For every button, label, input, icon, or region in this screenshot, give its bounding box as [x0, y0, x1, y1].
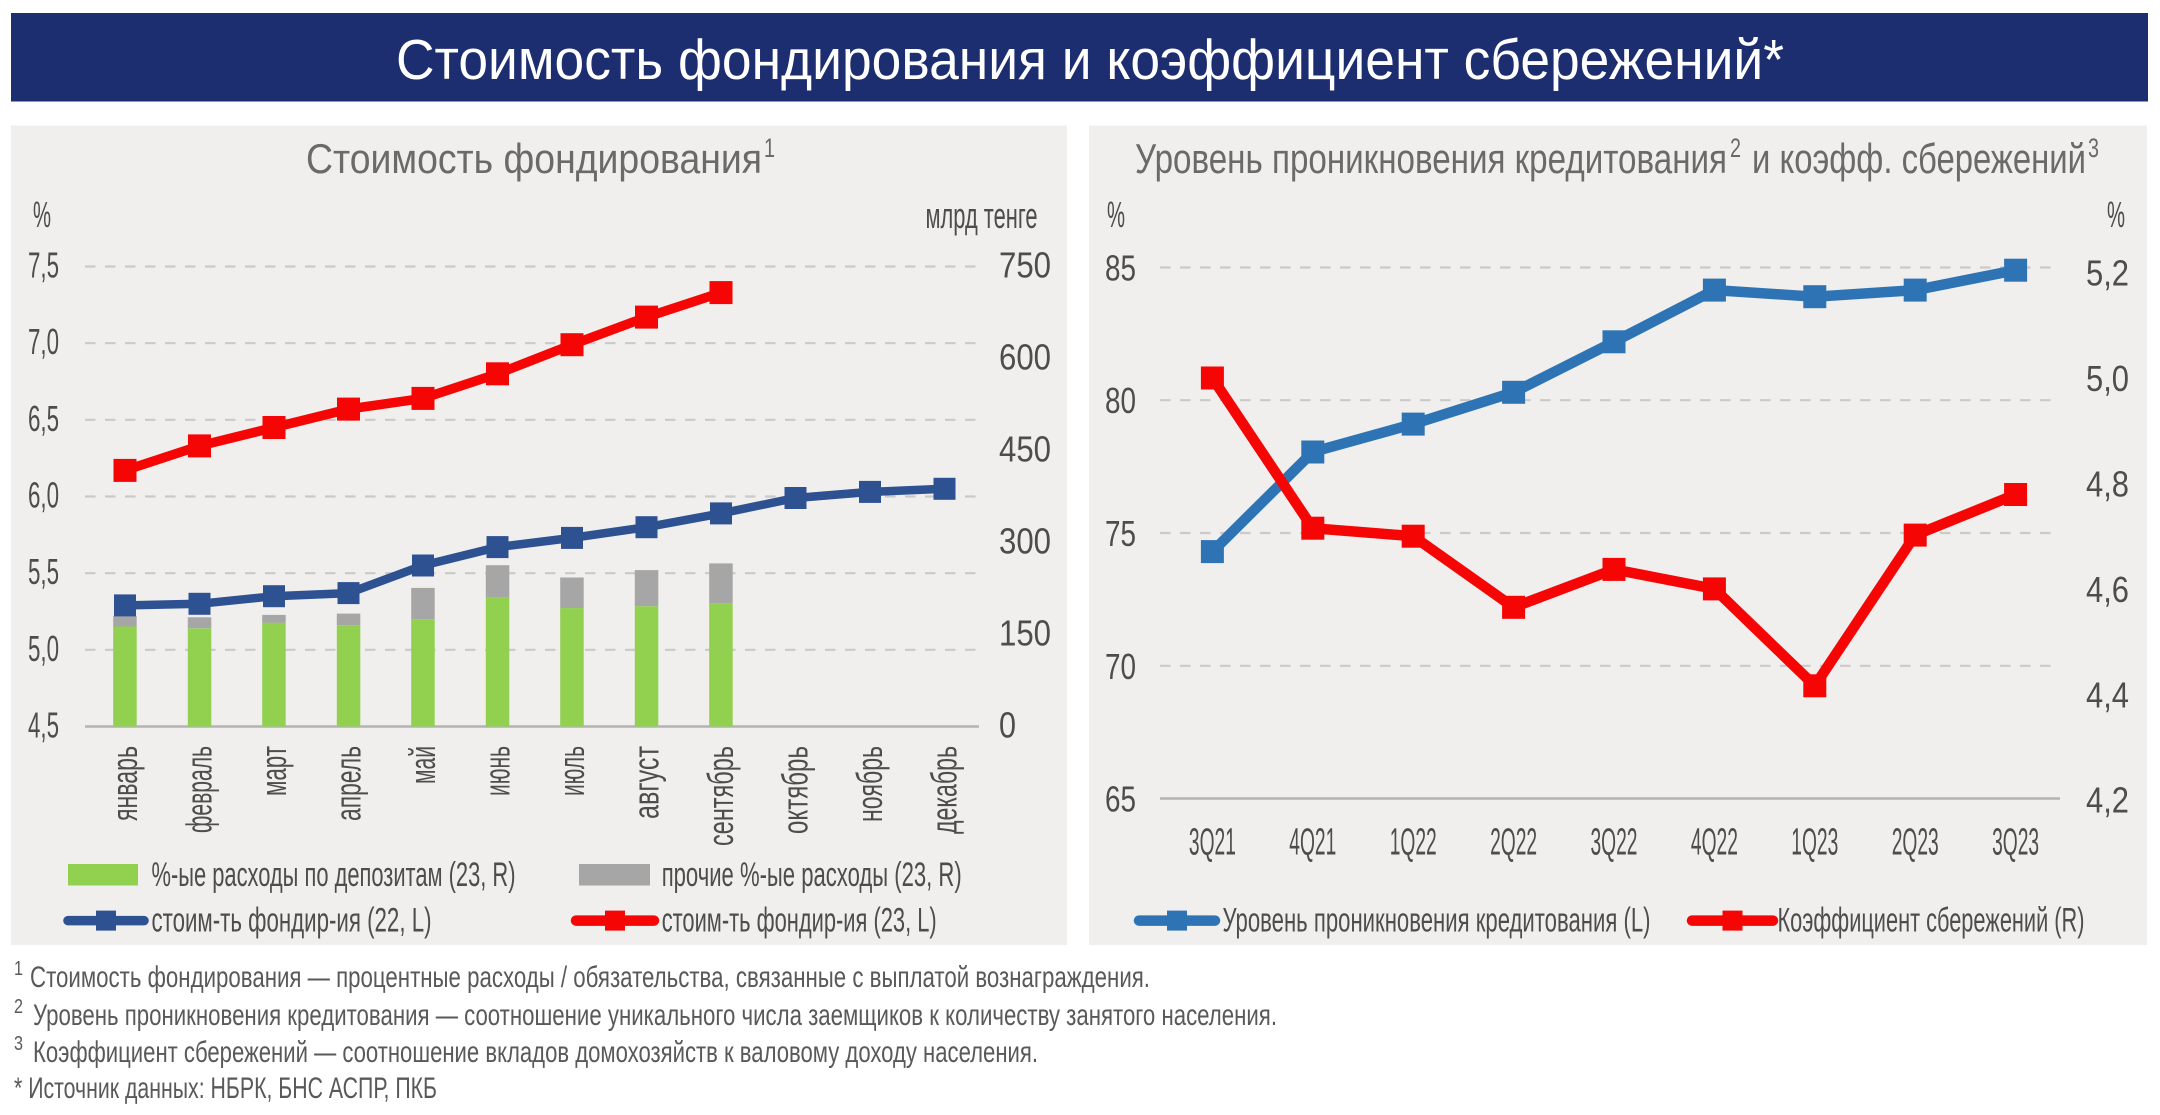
svg-text:март: март	[253, 746, 294, 796]
svg-text:Уровень проникновения кредитов: Уровень проникновения кредитования (L)	[1223, 902, 1651, 940]
svg-text:6,0: 6,0	[28, 475, 59, 516]
svg-text:65: 65	[1105, 779, 1136, 820]
svg-text:сентябрь: сентябрь	[700, 746, 741, 846]
svg-text:7,5: 7,5	[28, 245, 59, 286]
svg-text:6,5: 6,5	[28, 398, 59, 439]
svg-text:450: 450	[999, 429, 1051, 470]
svg-text:Стоимость фондирования — проце: Стоимость фондирования — процентные расх…	[30, 961, 1150, 994]
svg-text:4Q21: 4Q21	[1289, 822, 1336, 864]
svg-text:5,0: 5,0	[28, 628, 59, 669]
svg-text:1: 1	[14, 958, 23, 980]
svg-text:май: май	[402, 746, 443, 784]
svg-text:декабрь: декабрь	[924, 746, 965, 834]
svg-text:январь: январь	[104, 746, 145, 821]
svg-text:ноябрь: ноябрь	[849, 746, 890, 822]
svg-text:600: 600	[999, 337, 1051, 378]
svg-text:5,0: 5,0	[2086, 358, 2129, 399]
svg-text:3Q22: 3Q22	[1591, 822, 1638, 864]
svg-text:Уровень проникновения кредитов: Уровень проникновения кредитования	[1135, 135, 1727, 182]
svg-text:80: 80	[1105, 380, 1136, 421]
svg-text:август: август	[626, 746, 667, 819]
svg-text:4,5: 4,5	[28, 705, 59, 746]
svg-text:октябрь: октябрь	[775, 746, 816, 834]
svg-text:Стоимость фондирования и коэфф: Стоимость фондирования и коэффициент сбе…	[396, 28, 1784, 92]
svg-text:1Q22: 1Q22	[1390, 822, 1437, 864]
svg-text:3: 3	[14, 1033, 23, 1055]
svg-text:5,5: 5,5	[28, 551, 59, 592]
svg-text:3Q21: 3Q21	[1189, 822, 1236, 864]
svg-text:3Q23: 3Q23	[1992, 822, 2039, 864]
svg-text:75: 75	[1105, 513, 1136, 554]
svg-text:февраль: февраль	[179, 746, 220, 833]
svg-text:3: 3	[2088, 133, 2099, 163]
svg-text:7,0: 7,0	[28, 321, 59, 362]
svg-text:стоим-ть фондир-ия (23, L): стоим-ть фондир-ия (23, L)	[662, 902, 937, 940]
svg-text:4,8: 4,8	[2086, 463, 2129, 504]
svg-text:2: 2	[14, 996, 23, 1018]
svg-text:%: %	[33, 194, 51, 235]
svg-text:Стоимость фондирования: Стоимость фондирования	[306, 135, 762, 182]
svg-text:%-ые расходы по депозитам (23,: %-ые расходы по депозитам (23, R)	[152, 856, 516, 894]
svg-text:4Q22: 4Q22	[1691, 822, 1738, 864]
svg-text:4,2: 4,2	[2086, 780, 2129, 821]
svg-text:5,2: 5,2	[2086, 253, 2129, 294]
svg-text:Коэффициент сбережений (R): Коэффициент сбережений (R)	[1778, 902, 2085, 940]
svg-text:4,4: 4,4	[2086, 674, 2129, 715]
svg-text:1Q23: 1Q23	[1791, 822, 1838, 864]
svg-text:стоим-ть фондир-ия (22, L): стоим-ть фондир-ия (22, L)	[152, 902, 432, 940]
svg-text:%: %	[2107, 194, 2125, 235]
svg-text:1: 1	[764, 133, 775, 163]
svg-text:2Q22: 2Q22	[1490, 822, 1537, 864]
svg-text:апрель: апрель	[328, 746, 369, 821]
svg-text:300: 300	[999, 521, 1051, 562]
svg-text:прочие %-ые расходы (23, R): прочие %-ые расходы (23, R)	[662, 856, 962, 894]
svg-text:70: 70	[1105, 646, 1136, 687]
svg-text:июль: июль	[551, 746, 592, 796]
svg-text:июнь: июнь	[477, 746, 518, 796]
svg-text:85: 85	[1105, 248, 1136, 289]
svg-text:0: 0	[999, 705, 1016, 746]
svg-text:Уровень проникновения кредитов: Уровень проникновения кредитования — соо…	[33, 999, 1277, 1032]
svg-text:150: 150	[999, 613, 1051, 654]
svg-text:4,6: 4,6	[2086, 569, 2129, 610]
svg-text:Коэффициент сбережений — соотн: Коэффициент сбережений — соотношение вкл…	[33, 1036, 1038, 1069]
svg-text:2Q23: 2Q23	[1892, 822, 1939, 864]
svg-text:2: 2	[1730, 133, 1741, 163]
svg-text:* Источник данных: НБРК, БНС А: * Источник данных: НБРК, БНС АСПР, ПКБ	[14, 1072, 437, 1105]
svg-text:750: 750	[999, 245, 1051, 286]
svg-text:%: %	[1107, 194, 1125, 235]
svg-text:и коэфф. сбережений: и коэфф. сбережений	[1752, 135, 2086, 182]
svg-text:млрд тенге: млрд тенге	[926, 195, 1038, 236]
